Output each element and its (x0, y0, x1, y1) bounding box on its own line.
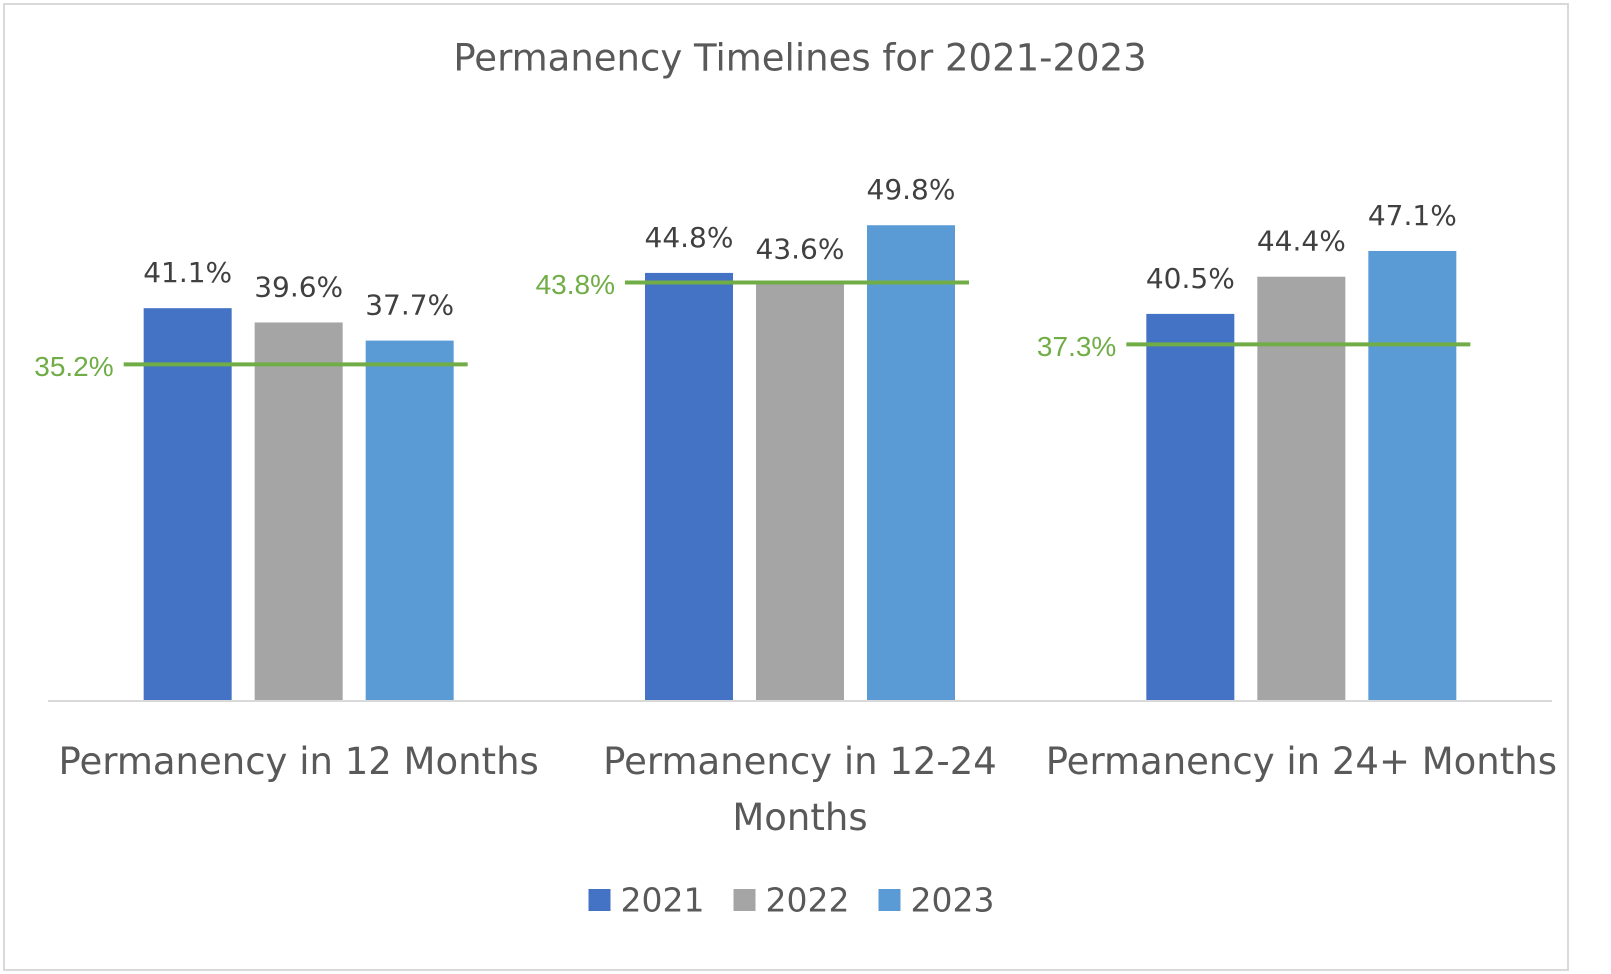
target-label: 35.2% (34, 351, 113, 382)
legend-swatch (733, 889, 756, 911)
legend-swatch (588, 889, 611, 911)
bar (1368, 250, 1457, 701)
bar (756, 284, 844, 700)
data-label: 44.8% (645, 221, 734, 254)
bar (867, 225, 955, 701)
bar (254, 322, 343, 700)
chart-title: Permanency Timelines for 2021-2023 (453, 37, 1146, 80)
data-label: 44.4% (1257, 225, 1346, 258)
legend-label: 2023 (911, 881, 995, 920)
target-label: 37.3% (1037, 331, 1116, 362)
data-label: 49.8% (867, 173, 956, 206)
data-label: 39.6% (254, 270, 343, 303)
data-label: 47.1% (1368, 199, 1457, 232)
x-tick-label: Permanency in 12 Months (58, 740, 539, 783)
data-label: 41.1% (143, 256, 232, 289)
x-tick-label: Permanency in 12-24 Months (603, 740, 997, 839)
bar (1257, 276, 1346, 700)
bar (365, 340, 454, 700)
bar (1146, 313, 1235, 700)
x-tick-label: Permanency in 24+ Months (1045, 740, 1557, 783)
legend-label: 2021 (621, 881, 705, 920)
bar (143, 308, 232, 700)
data-label: 43.6% (756, 232, 845, 265)
data-label: 40.5% (1146, 262, 1235, 295)
data-label: 37.7% (365, 289, 454, 322)
bar (645, 272, 733, 700)
target-label: 43.8% (536, 269, 615, 300)
legend-swatch (878, 889, 901, 911)
legend-label: 2022 (766, 881, 850, 920)
